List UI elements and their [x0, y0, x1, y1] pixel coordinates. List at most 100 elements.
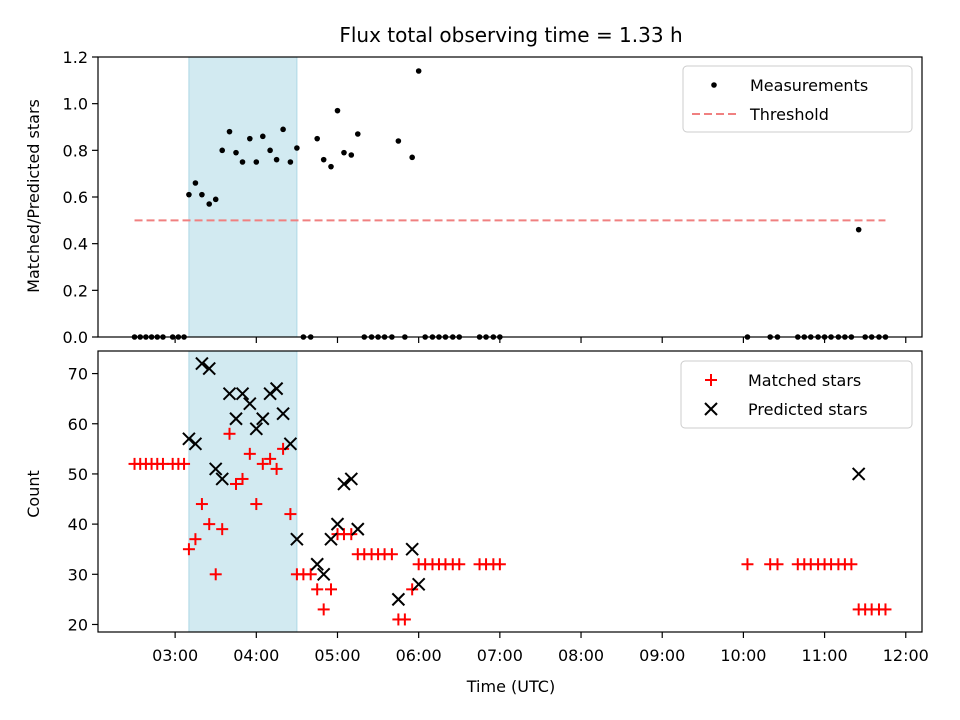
measurement-point — [328, 163, 334, 170]
matched-star-point — [493, 558, 506, 571]
top-highlight-span — [188, 56, 298, 338]
predicted-star-point — [391, 592, 406, 607]
predicted-star-point — [182, 432, 196, 446]
measurement-point — [253, 159, 260, 165]
predicted-star-point — [330, 517, 345, 531]
predicted-star-point — [310, 557, 324, 571]
measurement-point — [395, 138, 402, 144]
predicted-star-point — [209, 462, 223, 476]
matched-star-point — [284, 508, 297, 521]
measurement-point — [409, 154, 415, 161]
y-tick-label: 50 — [68, 465, 88, 484]
predicted-star-point — [269, 381, 284, 396]
matched-star-point — [304, 568, 317, 581]
matched-star-point — [398, 613, 411, 626]
matched-star-point — [311, 583, 324, 596]
predicted-star-point — [851, 467, 866, 481]
x-tick-label: 12:00 — [883, 646, 929, 665]
measurement-point — [273, 156, 280, 163]
predicted-star-point — [222, 386, 237, 401]
legend-label-matched-stars: Matched stars — [748, 371, 861, 390]
predicted-star-point — [202, 361, 216, 376]
matched-star-point — [345, 528, 358, 541]
matched-star-point — [250, 498, 263, 511]
matched-star-point — [203, 518, 216, 531]
measurement-point — [415, 68, 422, 74]
measurement-point — [348, 152, 355, 158]
top-axes-frame — [97, 56, 923, 338]
measurement-point — [212, 196, 219, 203]
legend-marker-measurements — [711, 82, 717, 88]
measurement-point — [219, 147, 226, 154]
matched-star-point — [195, 498, 208, 511]
measurement-point — [314, 135, 320, 142]
measurement-point — [206, 201, 213, 207]
y-tick-label: 0.6 — [63, 188, 88, 207]
y-tick-label: 60 — [68, 415, 88, 434]
measurement-point — [294, 145, 300, 151]
legend-marker-matched-stars — [705, 374, 717, 386]
matched-star-point — [741, 558, 754, 571]
matched-star-point — [406, 583, 419, 596]
matched-star-point — [771, 558, 784, 571]
matched-star-point — [264, 452, 277, 465]
matched-star-point — [385, 548, 398, 561]
predicted-star-point — [344, 472, 358, 486]
y-tick-label: 20 — [68, 615, 88, 634]
measurement-point — [192, 180, 199, 186]
matched-star-point — [845, 558, 858, 571]
y-tick-label: 1.2 — [63, 48, 88, 67]
predicted-star-point — [324, 532, 338, 546]
bottom-y-ticks: 20 30 40 50 60 70 — [68, 365, 98, 634]
predicted-star-point — [249, 422, 264, 436]
matched-star-point — [216, 523, 229, 536]
matched-star-point — [182, 543, 195, 556]
matched-star-point — [317, 603, 330, 616]
predicted-star-point — [290, 532, 304, 546]
predicted-star-point — [195, 356, 209, 371]
predicted-star-point — [256, 412, 270, 426]
x-tick-label: 03:00 — [152, 646, 198, 665]
bottom-y-axis-label: Count — [24, 470, 43, 518]
bottom-marks — [128, 356, 892, 626]
matched-star-point — [453, 558, 466, 571]
chart-title: Flux total observing time = 1.33 h — [339, 23, 682, 47]
x-tick-label: 10:00 — [720, 646, 766, 665]
bottom-x-ticks: 03:00 04:00 05:00 06:00 07:00 08:00 09:00 10:00… — [152, 632, 929, 665]
x-tick-label: 05:00 — [314, 646, 360, 665]
x-tick-label: 07:00 — [477, 646, 523, 665]
measurement-point — [199, 191, 205, 198]
measurement-point — [260, 133, 266, 140]
predicted-star-point — [351, 522, 365, 536]
y-tick-label: 1.0 — [63, 95, 88, 114]
matched-star-point — [189, 533, 202, 546]
y-tick-label: 0.0 — [63, 328, 88, 347]
bottom-legend-box — [680, 360, 913, 429]
top-y-axis-label: Matched/Predicted stars — [24, 99, 43, 293]
predicted-star-point — [405, 542, 419, 556]
matched-star-point — [178, 457, 191, 470]
measurement-point — [855, 226, 862, 233]
top-legend-box — [682, 65, 913, 133]
matched-star-point — [256, 457, 269, 470]
predicted-star-point — [243, 396, 257, 411]
measurement-point — [354, 131, 361, 137]
x-axis-label: Time (UTC) — [466, 677, 555, 696]
top-legend: Measurements Threshold — [682, 65, 913, 133]
legend-label-predicted-stars: Predicted stars — [748, 400, 868, 419]
bottom-axes-frame — [97, 350, 923, 633]
legend-label-threshold: Threshold — [749, 105, 829, 124]
measurement-point — [233, 149, 239, 156]
top-y-ticks: 0.0 0.2 0.4 0.6 0.8 1.0 1.2 — [63, 48, 98, 347]
legend-marker-predicted-stars — [704, 402, 718, 416]
matched-star-point — [236, 472, 249, 485]
y-tick-label: 0.8 — [63, 141, 88, 160]
y-tick-label: 70 — [68, 365, 88, 384]
y-tick-label: 0.2 — [63, 281, 88, 300]
predicted-star-point — [276, 407, 290, 421]
matched-star-point — [230, 477, 243, 490]
predicted-star-point — [188, 437, 203, 451]
predicted-star-point — [316, 567, 331, 582]
matched-star-point — [243, 447, 256, 460]
x-tick-label: 04:00 — [233, 646, 279, 665]
